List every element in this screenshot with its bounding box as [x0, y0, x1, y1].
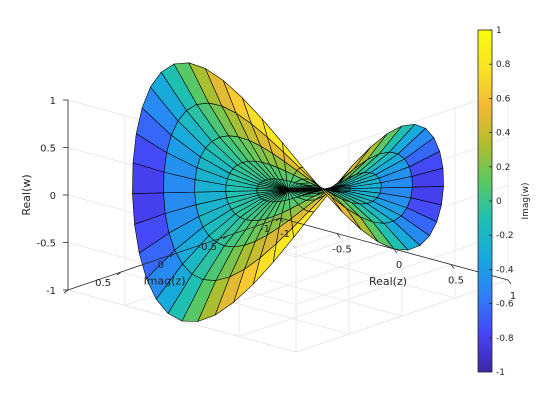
x-tick-label: -1: [280, 229, 290, 240]
y-tick-mark: [275, 217, 281, 222]
x-tick-mark: [507, 279, 512, 285]
colorbar-tick-label: 0.4: [496, 129, 511, 139]
x-tick-mark: [393, 248, 398, 254]
z-tick-label: 1: [50, 96, 56, 107]
colorbar-tick-label: 0.8: [496, 60, 511, 70]
y-tick-label: -0.5: [197, 242, 217, 253]
x-axis-label: Real(z): [369, 275, 407, 288]
z-axis-label: Real(w): [20, 174, 33, 215]
x-tick-label: 1: [510, 291, 516, 302]
side-wall-grid-line: [295, 232, 509, 305]
colorbar-tick-label: -0.4: [496, 265, 514, 275]
colorbar-tick-label: -0.8: [496, 334, 514, 344]
x-tick-label: 0: [396, 260, 402, 271]
x-tick-label: -0.5: [332, 245, 352, 256]
z-tick-label: 0.5: [40, 144, 56, 155]
x-tick-mark: [450, 264, 455, 269]
y-tick-mark: [169, 253, 175, 258]
colorbar-tick-label: -0.2: [496, 231, 514, 241]
y-tick-label: 0: [158, 260, 164, 271]
y-axis-label: Imag(z): [144, 274, 186, 287]
y-tick-mark: [63, 289, 69, 294]
y-tick-mark: [222, 235, 228, 240]
axes: -1 -0.5 0 0.5 1 Real(z) -1 -0.5 0 0.5 Imag(z) -1 -0.…: [20, 96, 516, 302]
z-tick-label: 0: [50, 191, 56, 202]
surface-plot: [132, 62, 444, 322]
colorbar: -1 -0.8 -0.6 -0.4 -0.2 0 0.2 0.4 0.6 0.8 1 Imag(w): [477, 26, 531, 378]
z-tick-label: -0.5: [36, 239, 56, 250]
colorbar-tick-label: 0: [496, 197, 502, 207]
x-tick-mark: [336, 233, 341, 238]
colorbar-label: Imag(w): [521, 182, 531, 219]
colorbar-tick-label: -1: [496, 368, 505, 378]
y-tick-label: 0.5: [95, 278, 111, 289]
colorbar-tick-label: 0.6: [496, 94, 511, 104]
colorbar-tick-label: 1: [496, 26, 502, 36]
surface-face: [241, 97, 268, 138]
colorbar-tick-label: -0.6: [496, 300, 514, 310]
z-tick-label: -1: [46, 286, 56, 297]
x-tick-mark: [279, 217, 284, 223]
side-wall-grid-line: [295, 279, 509, 353]
y-tick-mark: [116, 271, 122, 276]
colorbar-tick-label: 0.2: [496, 163, 510, 173]
y-tick-label: -1: [260, 224, 270, 235]
x-tick-label: 0.5: [448, 276, 464, 287]
